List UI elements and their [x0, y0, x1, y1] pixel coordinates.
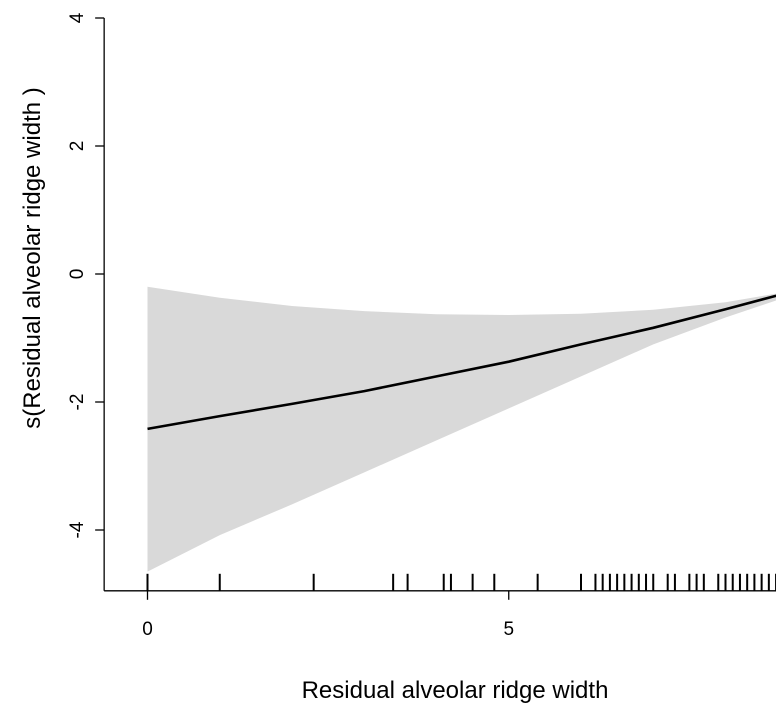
y-tick-label: 4 — [67, 12, 88, 23]
y-tick-label: -4 — [67, 521, 88, 538]
smooth-line-layer — [147, 294, 776, 431]
y-tick-label: -2 — [67, 394, 88, 411]
smooth-line — [147, 294, 776, 431]
confidence-band — [147, 286, 776, 572]
confidence-band-layer — [147, 286, 776, 572]
rug-layer — [146, 573, 776, 591]
y-axis-label: s(Residual alveolar ridge width ) — [19, 87, 46, 428]
axes-layer — [103, 18, 776, 592]
x-tick-label: 5 — [503, 619, 514, 640]
x-tick-label: 0 — [142, 619, 153, 640]
y-tick-label: 2 — [67, 141, 88, 152]
x-axis-label: Residual alveolar ridge width — [302, 677, 609, 704]
y-tick-label: 0 — [67, 269, 88, 280]
